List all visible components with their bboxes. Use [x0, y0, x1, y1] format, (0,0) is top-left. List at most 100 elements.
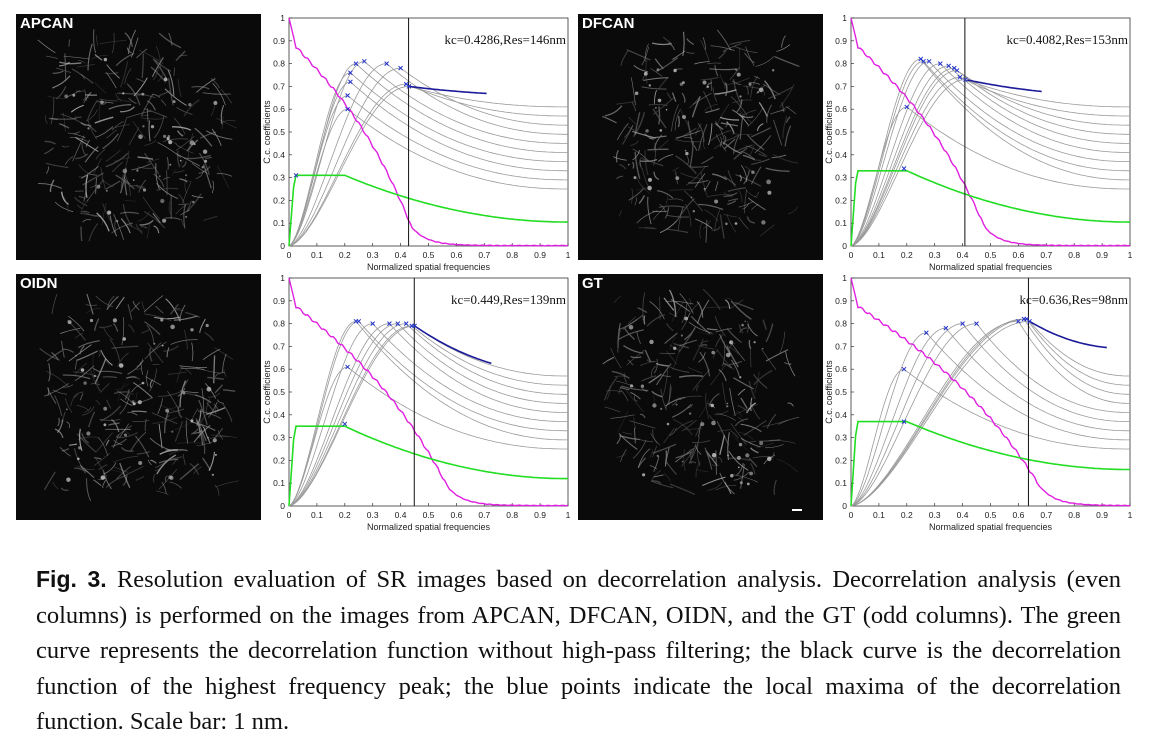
filament: [75, 136, 99, 153]
filament: [202, 457, 211, 471]
filament: [68, 39, 71, 47]
filament: [640, 157, 664, 167]
filament: [715, 450, 717, 475]
y-tick-label: 0.5: [273, 387, 285, 397]
filament: [166, 347, 170, 358]
filament: [44, 471, 56, 491]
filament: [124, 200, 137, 202]
filament: [111, 161, 123, 173]
filament: [684, 203, 692, 227]
filament: [665, 386, 672, 409]
filament: [715, 328, 732, 333]
filament: [83, 97, 90, 102]
filament: [76, 405, 90, 412]
filament: [717, 456, 723, 463]
y-tick-label: 0.4: [273, 150, 285, 160]
x-tick-label: 0.5: [985, 510, 997, 520]
filament: [702, 288, 721, 310]
filament: [668, 198, 684, 202]
filament: [619, 386, 630, 391]
filament: [678, 374, 704, 378]
filament: [86, 180, 104, 202]
y-tick-label: 0.1: [273, 478, 285, 488]
filament: [686, 166, 706, 186]
filament: [184, 329, 188, 350]
filament: [175, 142, 182, 148]
bright-spot: [179, 159, 182, 162]
x-tick-label: 0.6: [450, 250, 462, 260]
filament: [77, 465, 95, 470]
filament: [81, 142, 87, 157]
filament: [44, 115, 48, 124]
filament: [688, 322, 713, 334]
filament: [649, 301, 665, 320]
filament: [638, 195, 646, 204]
filament: [140, 117, 165, 120]
filament: [737, 404, 748, 412]
filament: [137, 211, 151, 222]
filament: [135, 391, 138, 404]
filament: [202, 164, 212, 189]
y-tick-label: 0.6: [835, 104, 847, 114]
filament: [111, 32, 115, 54]
filament: [731, 80, 742, 86]
filament: [733, 377, 754, 390]
filament: [115, 93, 122, 102]
filament: [97, 437, 109, 456]
filament: [748, 340, 752, 350]
filament: [655, 363, 672, 386]
filament: [86, 99, 98, 121]
filament: [79, 464, 95, 479]
filament: [98, 464, 108, 471]
peak-marker: [403, 321, 409, 326]
filament: [62, 374, 91, 380]
filament: [130, 431, 147, 452]
filament: [680, 172, 701, 179]
filament: [651, 480, 662, 485]
filament: [630, 188, 634, 204]
filament: [688, 298, 692, 306]
filament: [724, 82, 728, 97]
filament: [215, 480, 239, 488]
peak-marker: [901, 419, 907, 424]
filament: [743, 420, 767, 436]
filament: [106, 295, 115, 309]
filament: [169, 404, 178, 409]
x-tick-label: 0: [287, 250, 292, 260]
filament: [604, 105, 623, 117]
filament: [633, 64, 649, 73]
filament: [705, 108, 720, 114]
filament: [155, 45, 162, 70]
filament: [177, 79, 182, 97]
filament: [606, 385, 611, 400]
filament: [119, 395, 130, 415]
filament: [719, 472, 735, 495]
bright-spot: [212, 438, 217, 443]
filament: [71, 68, 94, 84]
gray-curve: [288, 320, 568, 507]
filament: [745, 85, 750, 95]
bright-spot: [629, 384, 634, 388]
filament: [44, 140, 56, 145]
filament: [146, 370, 149, 387]
y-tick-label: 0.5: [835, 127, 847, 137]
filament: [723, 192, 738, 197]
filament: [212, 82, 226, 106]
bright-spot: [168, 475, 173, 480]
filament: [692, 440, 711, 444]
filament: [748, 380, 756, 400]
filament: [602, 115, 617, 124]
filament: [124, 32, 133, 47]
filament: [672, 418, 694, 436]
filament: [60, 191, 69, 205]
filament: [738, 324, 744, 334]
filament: [168, 408, 185, 414]
bright-spot: [675, 176, 680, 181]
filament: [208, 451, 216, 472]
filament: [751, 158, 771, 166]
filament: [191, 421, 216, 431]
filament: [777, 458, 798, 473]
filament: [125, 110, 152, 119]
filament: [740, 164, 748, 183]
gray-curve: [288, 83, 568, 247]
